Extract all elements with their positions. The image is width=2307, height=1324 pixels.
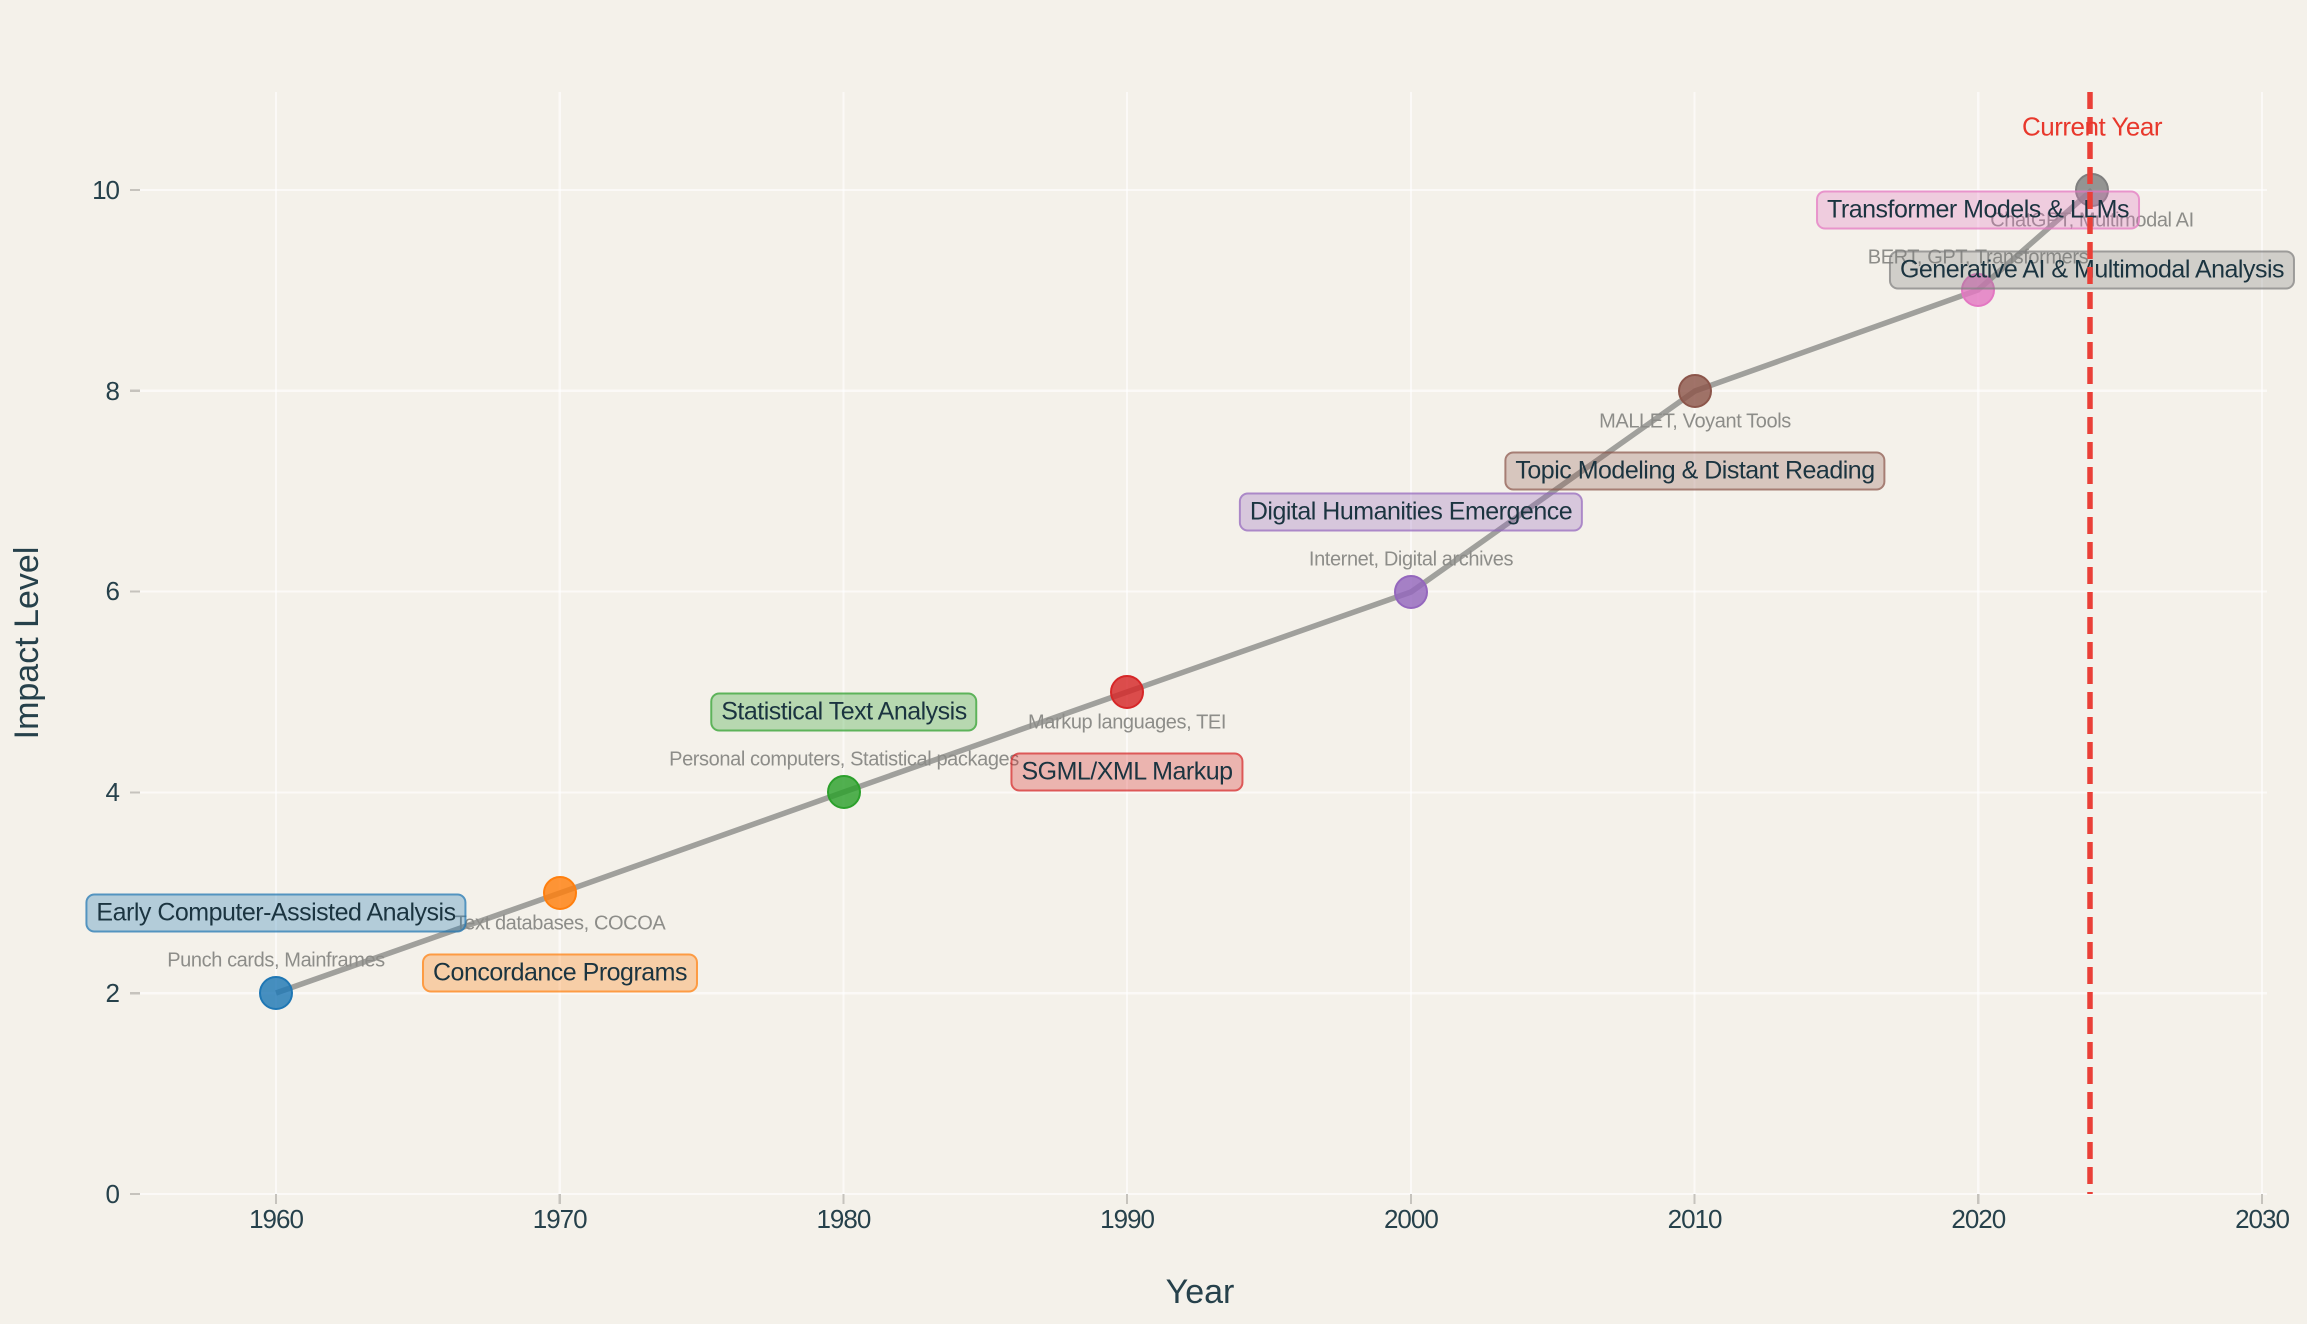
svg-text:2010: 2010 bbox=[1668, 1204, 1722, 1234]
svg-text:1960: 1960 bbox=[249, 1204, 303, 1234]
svg-text:10: 10 bbox=[92, 175, 119, 205]
svg-text:Year: Year bbox=[1166, 1273, 1235, 1311]
svg-text:6: 6 bbox=[106, 576, 120, 606]
svg-text:1980: 1980 bbox=[816, 1204, 870, 1234]
svg-text:2: 2 bbox=[106, 978, 120, 1008]
svg-text:1970: 1970 bbox=[533, 1204, 587, 1234]
svg-text:8: 8 bbox=[106, 376, 120, 406]
svg-text:2030: 2030 bbox=[2235, 1204, 2289, 1234]
svg-text:0: 0 bbox=[106, 1179, 120, 1209]
svg-text:2020: 2020 bbox=[1951, 1204, 2005, 1234]
svg-text:2000: 2000 bbox=[1384, 1204, 1438, 1234]
svg-text:Impact Level: Impact Level bbox=[8, 547, 46, 740]
svg-text:4: 4 bbox=[106, 777, 120, 807]
svg-text:1990: 1990 bbox=[1100, 1204, 1154, 1234]
